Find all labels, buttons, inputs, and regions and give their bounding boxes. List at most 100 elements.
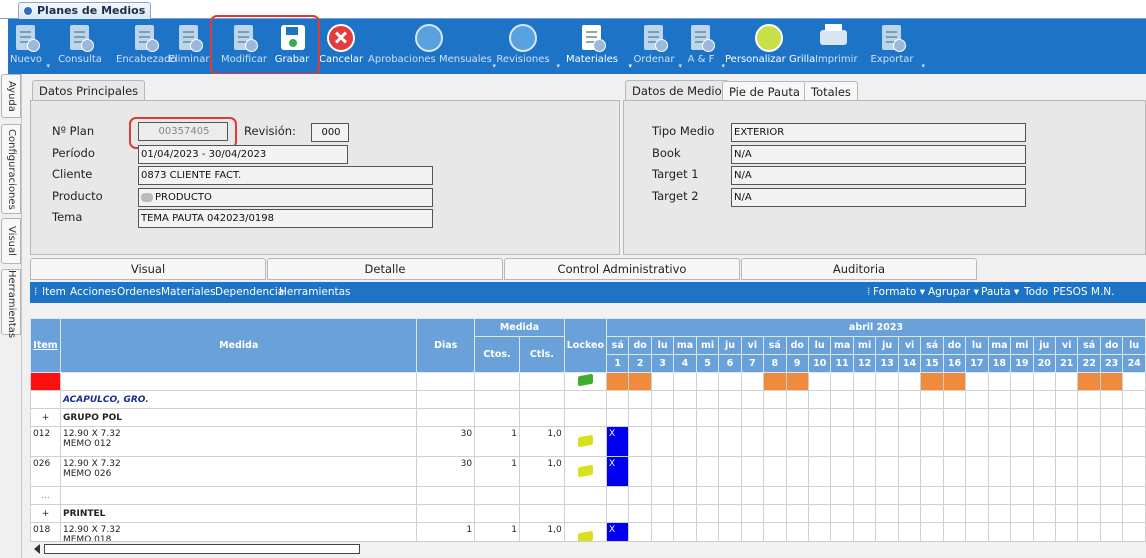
group-toggle-icon[interactable]: +: [30, 504, 61, 523]
lockeo-cell[interactable]: [563, 456, 608, 487]
day-cell[interactable]: [650, 426, 675, 457]
ctos-cell[interactable]: 1: [474, 456, 520, 487]
ctls-cell[interactable]: 1,0: [518, 426, 565, 457]
day-cell[interactable]: [763, 456, 787, 487]
toolbar-eliminar-button[interactable]: Eliminar: [168, 21, 210, 71]
periodo-field[interactable]: 01/04/2023 - 30/04/2023: [138, 145, 348, 164]
tab-pie-de-pauta[interactable]: Pie de Pauta: [722, 81, 807, 102]
tab-visual[interactable]: Visual: [30, 258, 266, 280]
day-cell[interactable]: [920, 456, 944, 487]
day-cell[interactable]: [807, 522, 832, 541]
day-cell[interactable]: [1077, 456, 1101, 487]
day-cell[interactable]: [740, 426, 765, 457]
day-cell[interactable]: [673, 456, 697, 487]
grid-menu-right-2[interactable]: Pauta ▾: [981, 286, 1020, 298]
grid-menu-materiales[interactable]: Materiales: [161, 286, 216, 298]
day-cell[interactable]: [920, 426, 944, 457]
col-header-medida[interactable]: Medida: [59, 318, 418, 373]
tab-totales[interactable]: Totales: [804, 81, 858, 102]
scroll-left-icon[interactable]: [34, 544, 40, 554]
day-cell[interactable]: [942, 426, 967, 457]
col-header-item[interactable]: Item: [30, 318, 61, 373]
toolbar-cancelar-button[interactable]: Cancelar: [319, 21, 363, 71]
tab-auditoria[interactable]: Auditoria: [741, 258, 977, 280]
grid-menu-dependencia[interactable]: Dependencia: [215, 286, 285, 298]
day-cell[interactable]: [673, 522, 697, 541]
toolbar-consulta-button[interactable]: Consulta: [56, 21, 104, 71]
day-cell[interactable]: [1122, 522, 1146, 541]
day-cell[interactable]: [628, 456, 652, 487]
day-cell[interactable]: [852, 426, 877, 457]
tipo-medio-field[interactable]: EXTERIOR: [731, 123, 1026, 142]
toolbar-exportar-button[interactable]: Exportar ▾: [865, 21, 925, 71]
day-cell[interactable]: [740, 522, 765, 541]
day-cell[interactable]: [942, 456, 967, 487]
day-cell[interactable]: [1122, 426, 1146, 457]
day-cell[interactable]: [1077, 426, 1101, 457]
tab-datos-principales[interactable]: Datos Principales: [32, 80, 146, 102]
toolbar-grabar-button[interactable]: Grabar: [274, 21, 310, 71]
book-field[interactable]: N/A: [731, 145, 1026, 164]
dias-cell[interactable]: 1: [416, 522, 476, 541]
app-tab[interactable]: Planes de Medios: [18, 2, 152, 19]
day-cell[interactable]: [1055, 426, 1079, 457]
ctls-cell[interactable]: 1,0: [518, 456, 565, 487]
sidebar-tab-ayuda[interactable]: Ayuda: [1, 74, 21, 118]
scroll-thumb[interactable]: [44, 544, 360, 554]
group-toggle-icon[interactable]: +: [30, 408, 61, 427]
day-cell[interactable]: [1010, 426, 1034, 457]
table-row[interactable]: 018 12.90 X 7.32 MEMO 018 1 1 1,0 X: [30, 522, 1146, 541]
group-row[interactable]: + PRINTEL: [30, 504, 1146, 523]
day-cell[interactable]: [650, 522, 675, 541]
item-cell[interactable]: 018: [30, 522, 61, 541]
ctos-cell[interactable]: 1: [474, 426, 520, 457]
day-cell[interactable]: [1032, 426, 1057, 457]
col-header-ctls[interactable]: Ctls.: [518, 336, 565, 373]
day-cell[interactable]: [1032, 456, 1057, 487]
day-cell[interactable]: [807, 426, 832, 457]
day-cell[interactable]: [1010, 456, 1034, 487]
ctls-cell[interactable]: 1,0: [518, 522, 565, 541]
day-cell[interactable]: [695, 456, 720, 487]
day-cell[interactable]: [763, 426, 787, 457]
revision-field[interactable]: 000: [311, 123, 349, 142]
item-cell[interactable]: 026: [30, 456, 61, 487]
scheduled-day-cell[interactable]: X: [605, 522, 630, 541]
day-cell[interactable]: [1055, 522, 1079, 541]
day-cell[interactable]: [830, 522, 854, 541]
day-cell[interactable]: [852, 456, 877, 487]
item-cell[interactable]: 012: [30, 426, 61, 457]
day-cell[interactable]: [785, 522, 809, 541]
grid-menu-ordenes[interactable]: Ordenes: [117, 286, 162, 298]
scheduled-day-cell[interactable]: X: [605, 456, 630, 487]
day-cell[interactable]: [695, 426, 720, 457]
day-cell[interactable]: [965, 426, 989, 457]
day-cell[interactable]: [1122, 456, 1146, 487]
day-cell[interactable]: [673, 426, 697, 457]
day-cell[interactable]: [695, 522, 720, 541]
tab-control-administrativo[interactable]: Control Administrativo: [504, 258, 740, 280]
target2-field[interactable]: N/A: [731, 188, 1026, 207]
grid-menu-right-1[interactable]: Agrupar ▾: [928, 286, 979, 298]
toolbar-aprobaciones-mensuales-button[interactable]: Aprobaciones Mensuales ▾: [368, 21, 496, 71]
day-cell[interactable]: [785, 456, 809, 487]
group-row[interactable]: + GRUPO POL: [30, 408, 1146, 427]
day-cell[interactable]: [987, 456, 1012, 487]
toolbar-materiales-button[interactable]: Materiales ▾: [558, 21, 632, 71]
toolbar-imprimir-button[interactable]: Imprimir: [815, 21, 858, 71]
day-cell[interactable]: [740, 456, 765, 487]
day-cell[interactable]: [628, 426, 652, 457]
medida-cell[interactable]: 12.90 X 7.32 MEMO 012: [59, 426, 418, 457]
medida-cell[interactable]: 12.90 X 7.32 MEMO 018: [59, 522, 418, 541]
tab-detalle[interactable]: Detalle: [267, 258, 503, 280]
table-row[interactable]: 012 12.90 X 7.32 MEMO 012 30 1 1,0 X: [30, 426, 1146, 457]
lockeo-cell[interactable]: [563, 372, 608, 391]
day-cell[interactable]: [897, 426, 922, 457]
lockeo-cell[interactable]: [563, 522, 608, 541]
target1-field[interactable]: N/A: [731, 166, 1026, 185]
producto-field[interactable]: PRODUCTO: [138, 188, 433, 207]
day-cell[interactable]: [718, 522, 742, 541]
day-cell[interactable]: [1099, 522, 1124, 541]
day-cell[interactable]: [718, 456, 742, 487]
day-cell[interactable]: [785, 426, 809, 457]
